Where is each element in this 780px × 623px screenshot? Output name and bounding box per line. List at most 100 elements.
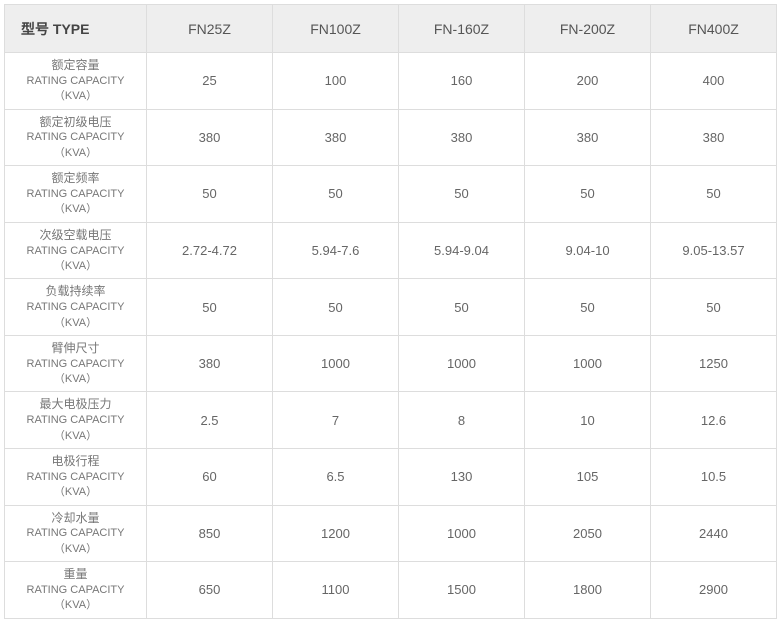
table-row: 额定初级电压RATING CAPACITY（KVA）38038038038038… [5,109,777,166]
data-cell: 50 [399,279,525,336]
row-label-en: RATING CAPACITY [7,244,144,259]
data-cell: 400 [651,53,777,110]
model-header: FN-160Z [399,5,525,53]
data-cell: 9.04-10 [525,222,651,279]
row-label: 次级空载电压RATING CAPACITY（KVA） [5,222,147,279]
row-label-en: RATING CAPACITY [7,130,144,145]
data-cell: 2.5 [147,392,273,449]
data-cell: 200 [525,53,651,110]
row-label-en: RATING CAPACITY [7,300,144,315]
table-row: 额定容量RATING CAPACITY（KVA）25100160200400 [5,53,777,110]
table-row: 臂伸尺寸RATING CAPACITY（KVA）3801000100010001… [5,335,777,392]
data-cell: 1250 [651,335,777,392]
row-label: 臂伸尺寸RATING CAPACITY（KVA） [5,335,147,392]
table-row: 额定频率RATING CAPACITY（KVA）5050505050 [5,166,777,223]
row-label-unit: （KVA） [7,89,144,104]
row-label-cn: 额定容量 [7,57,144,74]
data-cell: 60 [147,449,273,506]
row-label-cn: 额定初级电压 [7,114,144,131]
row-label-en: RATING CAPACITY [7,470,144,485]
data-cell: 10.5 [651,449,777,506]
table-row: 次级空载电压RATING CAPACITY（KVA）2.72-4.72 5.94-… [5,222,777,279]
row-label-unit: （KVA） [7,598,144,613]
data-cell: 380 [525,109,651,166]
data-cell: 50 [273,279,399,336]
row-label-en: RATING CAPACITY [7,187,144,202]
data-cell: 1800 [525,562,651,619]
row-label-cn: 额定频率 [7,170,144,187]
row-label: 冷却水量RATING CAPACITY（KVA） [5,505,147,562]
data-cell: 9.05-13.57 [651,222,777,279]
data-cell: 50 [525,279,651,336]
data-cell: 50 [651,166,777,223]
row-label-cn: 重量 [7,566,144,583]
data-cell: 1500 [399,562,525,619]
row-label-en: RATING CAPACITY [7,74,144,89]
data-cell: 50 [399,166,525,223]
row-label: 重量RATING CAPACITY（KVA） [5,562,147,619]
row-label-unit: （KVA） [7,429,144,444]
data-cell: 130 [399,449,525,506]
row-label-cn: 最大电极压力 [7,396,144,413]
row-label-cn: 次级空载电压 [7,227,144,244]
data-cell: 380 [651,109,777,166]
data-cell: 1000 [273,335,399,392]
table-body: 额定容量RATING CAPACITY（KVA）25100160200400额定… [5,53,777,619]
model-header: FN100Z [273,5,399,53]
model-header: FN-200Z [525,5,651,53]
row-label-unit: （KVA） [7,372,144,387]
table-row: 负载持续率RATING CAPACITY（KVA）5050505050 [5,279,777,336]
table-row: 电极行程RATING CAPACITY（KVA）606.513010510.5 [5,449,777,506]
data-cell: 380 [399,109,525,166]
data-cell: 380 [147,335,273,392]
type-header: 型号 TYPE [5,5,147,53]
data-cell: 50 [147,279,273,336]
data-cell: 160 [399,53,525,110]
row-label-cn: 负载持续率 [7,283,144,300]
row-label: 额定容量RATING CAPACITY（KVA） [5,53,147,110]
data-cell: 380 [273,109,399,166]
data-cell: 50 [525,166,651,223]
model-header: FN400Z [651,5,777,53]
data-cell: 2440 [651,505,777,562]
data-cell: 50 [651,279,777,336]
data-cell: 105 [525,449,651,506]
data-cell: 1200 [273,505,399,562]
table-header-row: 型号 TYPE FN25Z FN100Z FN-160Z FN-200Z FN4… [5,5,777,53]
data-cell: 6.5 [273,449,399,506]
row-label-en: RATING CAPACITY [7,583,144,598]
data-cell: 1100 [273,562,399,619]
data-cell: 850 [147,505,273,562]
row-label-en: RATING CAPACITY [7,413,144,428]
data-cell: 12.6 [651,392,777,449]
data-cell: 2900 [651,562,777,619]
row-label-unit: （KVA） [7,485,144,500]
row-label: 最大电极压力RATING CAPACITY（KVA） [5,392,147,449]
data-cell: 25 [147,53,273,110]
data-cell: 100 [273,53,399,110]
data-cell: 10 [525,392,651,449]
row-label-cn: 冷却水量 [7,510,144,527]
data-cell: 2.72-4.72 [147,222,273,279]
row-label-cn: 臂伸尺寸 [7,340,144,357]
spec-table: 型号 TYPE FN25Z FN100Z FN-160Z FN-200Z FN4… [4,4,777,619]
row-label-unit: （KVA） [7,316,144,331]
data-cell: 1000 [525,335,651,392]
data-cell: 50 [273,166,399,223]
row-label-en: RATING CAPACITY [7,526,144,541]
data-cell: 1000 [399,505,525,562]
model-header: FN25Z [147,5,273,53]
data-cell: 2050 [525,505,651,562]
row-label-unit: （KVA） [7,146,144,161]
table-row: 最大电极压力RATING CAPACITY（KVA）2.5781012.6 [5,392,777,449]
row-label-unit: （KVA） [7,259,144,274]
data-cell: 8 [399,392,525,449]
data-cell: 5.94-9.04 [399,222,525,279]
table-row: 重量RATING CAPACITY（KVA）650110015001800290… [5,562,777,619]
row-label: 额定初级电压RATING CAPACITY（KVA） [5,109,147,166]
row-label-cn: 电极行程 [7,453,144,470]
table-row: 冷却水量RATING CAPACITY（KVA）8501200100020502… [5,505,777,562]
row-label: 额定频率RATING CAPACITY（KVA） [5,166,147,223]
data-cell: 380 [147,109,273,166]
row-label-unit: （KVA） [7,542,144,557]
